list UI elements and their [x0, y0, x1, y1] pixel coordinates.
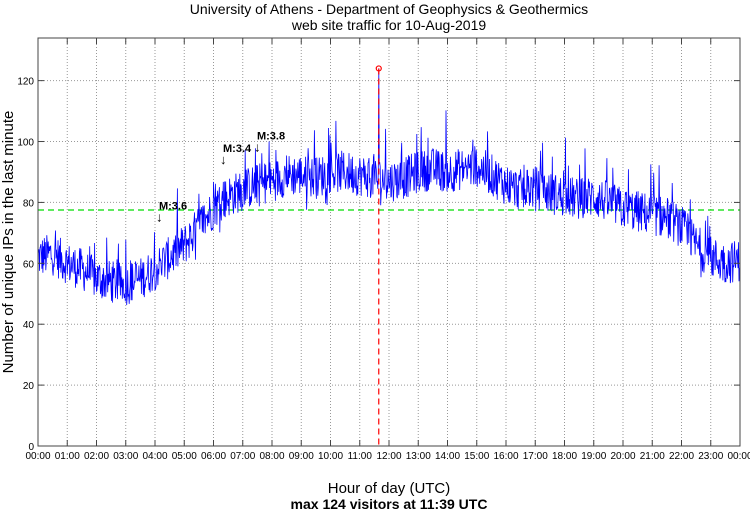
x-tick-label: 11:00: [348, 451, 373, 462]
grid: [38, 38, 740, 446]
max-marker-point: [375, 65, 382, 72]
y-tick-label: 40: [23, 320, 35, 331]
y-axis-label: Number of unique IPs in the last minute: [0, 111, 17, 374]
x-tick-label: 20:00: [610, 451, 635, 462]
x-tick-label: 09:00: [289, 451, 314, 462]
x-tick-label: 13:00: [406, 451, 431, 462]
x-tick-label: 01:00: [55, 451, 80, 462]
x-tick-label: 02:00: [84, 451, 109, 462]
x-tick-label: 04:00: [142, 451, 167, 462]
x-tick-label: 00:00: [727, 451, 750, 462]
earthquake-annotation-label: M:3.4: [223, 143, 252, 155]
down-arrow-icon: ↓: [220, 152, 227, 167]
x-tick-label: 15:00: [464, 451, 489, 462]
x-tick-label: 16:00: [493, 451, 518, 462]
x-tick-label: 03:00: [113, 451, 138, 462]
plot-area: M:3.6↓M:3.4↓M:3.8↓: [37, 65, 740, 446]
x-tick-label: 12:00: [376, 451, 401, 462]
x-tick-label: 00:00: [25, 451, 50, 462]
x-tick-label: 23:00: [698, 451, 723, 462]
x-tick-label: 14:00: [435, 451, 460, 462]
y-tick-label: 60: [23, 259, 35, 270]
down-arrow-icon: ↓: [254, 140, 261, 155]
x-tick-label: 07:00: [230, 451, 255, 462]
x-tick-label: 17:00: [523, 451, 548, 462]
chart-subtitle: web site traffic for 10-Aug-2019: [291, 17, 487, 33]
y-tick-label: 20: [23, 381, 35, 392]
x-tick-label: 21:00: [640, 451, 665, 462]
y-tick-label: 100: [17, 138, 34, 149]
x-tick-label: 10:00: [318, 451, 343, 462]
x-tick-label: 22:00: [669, 451, 694, 462]
axis-ticks: 00:00 01:00 02:00 03:00 04:00 05:00 06:00 07:00…: [17, 38, 750, 462]
y-tick-label: 120: [17, 77, 34, 88]
earthquake-annotation-label: M:3.6: [159, 201, 187, 213]
x-axis-label: Hour of day (UTC): [328, 480, 451, 497]
chart-title: University of Athens - Department of Geo…: [190, 1, 588, 17]
earthquake-annotation-label: M:3.8: [257, 131, 285, 143]
footnote: max 124 visitors at 11:39 UTC: [291, 496, 488, 511]
x-tick-label: 19:00: [581, 451, 606, 462]
x-tick-label: 06:00: [201, 451, 226, 462]
down-arrow-icon: ↓: [156, 210, 163, 225]
y-tick-label: 80: [23, 198, 35, 209]
traffic-series-line: [37, 68, 740, 306]
x-tick-label: 08:00: [259, 451, 284, 462]
x-tick-label: 05:00: [172, 451, 197, 462]
x-tick-label: 18:00: [552, 451, 577, 462]
y-tick-label: 0: [28, 442, 34, 453]
